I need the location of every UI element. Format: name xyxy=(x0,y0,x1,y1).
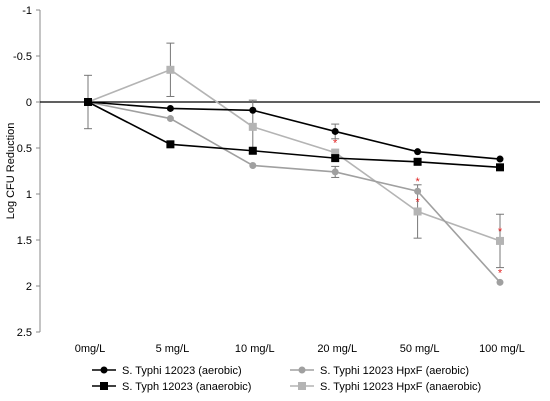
data-point xyxy=(248,122,257,131)
data-point xyxy=(496,163,504,172)
data-point xyxy=(166,140,175,149)
legend-marker xyxy=(100,382,108,390)
data-point xyxy=(331,127,339,135)
legend-item-2: S. Typhi 12023 HpxF (aerobic) xyxy=(290,365,469,377)
legend-marker xyxy=(298,366,306,374)
series-line xyxy=(87,101,501,169)
data-point xyxy=(496,236,504,245)
x-tick-labels: 0mg/L 5 mg/L 10 mg/L 20 mg/L 50 mg/L 100 mg/L xyxy=(75,343,525,355)
significance-marker: * xyxy=(498,226,503,238)
legend-label: S. Typhi 12023 HpxF (anaerobic) xyxy=(320,381,481,393)
y-tick-label: 1 xyxy=(26,189,32,201)
x-tick-label: 20 mg/L xyxy=(317,343,357,355)
x-tick-label: 50 mg/L xyxy=(400,343,440,355)
x-tick-label: 10 mg/L xyxy=(235,343,275,355)
y-tick-labels: -1 -0.5 0 0.5 1 1.5 2 2.5 xyxy=(13,5,32,339)
x-tick-label: 0mg/L xyxy=(75,343,106,355)
x-tick-label: 100 mg/L xyxy=(479,343,525,355)
data-point xyxy=(496,155,504,163)
y-tick-label: -0.5 xyxy=(13,51,32,63)
data-point xyxy=(496,278,504,286)
x-tick-label: 5 mg/L xyxy=(156,343,190,355)
legend: S. Typhi 12023 (aerobic) S. Typhi 12023 H… xyxy=(92,365,481,393)
data-point xyxy=(249,161,257,169)
plot-area: ***** xyxy=(84,42,504,286)
legend-item-3: S. Typh 12023 (anaerobic) xyxy=(92,381,251,393)
legend-label: S. Typh 12023 (anaerobic) xyxy=(122,381,251,393)
series-line xyxy=(87,101,501,283)
data-point xyxy=(331,168,339,176)
data-point xyxy=(248,146,257,155)
y-tick-label: 1.5 xyxy=(17,235,32,247)
y-tick-label: 0.5 xyxy=(17,143,32,155)
data-point xyxy=(166,65,175,74)
significance-marker: * xyxy=(498,267,503,279)
y-axis-label: Log CFU Reduction xyxy=(5,123,17,220)
legend-marker xyxy=(298,382,306,390)
data-point xyxy=(166,104,174,112)
significance-marker: * xyxy=(333,138,338,150)
data-point xyxy=(249,106,257,114)
data-point xyxy=(414,187,422,195)
data-point xyxy=(331,148,340,157)
data-point xyxy=(84,98,92,106)
series-line xyxy=(87,101,501,160)
data-point xyxy=(413,157,422,166)
series-line xyxy=(87,68,501,242)
data-point xyxy=(414,148,422,156)
y-tick-label: -1 xyxy=(22,5,32,17)
y-tick-label: 0 xyxy=(26,97,32,109)
series-1 xyxy=(84,98,504,163)
significance-marker: * xyxy=(415,176,420,188)
data-point xyxy=(331,154,340,163)
data-point xyxy=(166,115,174,123)
data-point xyxy=(413,207,422,216)
legend-marker xyxy=(100,366,108,374)
legend-item-1: S. Typhi 12023 (aerobic) xyxy=(92,365,242,377)
y-tick-label: 2 xyxy=(26,281,32,293)
axes xyxy=(36,9,540,333)
legend-label: S. Typhi 12023 (aerobic) xyxy=(122,365,242,377)
y-tick-label: 2.5 xyxy=(17,327,32,339)
significance-marker: * xyxy=(415,196,420,208)
series-2: ** xyxy=(84,98,504,286)
legend-label: S. Typhi 12023 HpxF (aerobic) xyxy=(320,365,469,377)
legend-item-4: S. Typhi 12023 HpxF (anaerobic) xyxy=(290,381,481,393)
